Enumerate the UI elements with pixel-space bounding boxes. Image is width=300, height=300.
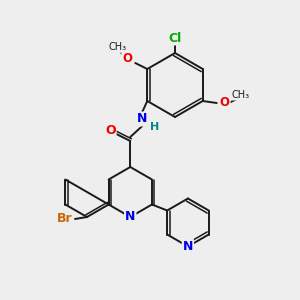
Text: Cl: Cl bbox=[168, 32, 182, 44]
Text: O: O bbox=[122, 52, 132, 65]
Text: CH₃: CH₃ bbox=[232, 90, 250, 100]
Text: O: O bbox=[220, 97, 230, 110]
Text: H: H bbox=[150, 122, 159, 132]
Text: N: N bbox=[183, 240, 193, 253]
Text: Br: Br bbox=[57, 212, 73, 226]
Text: N: N bbox=[125, 211, 136, 224]
Text: CH₃: CH₃ bbox=[108, 42, 126, 52]
Text: N: N bbox=[137, 112, 148, 125]
Text: O: O bbox=[105, 124, 116, 137]
